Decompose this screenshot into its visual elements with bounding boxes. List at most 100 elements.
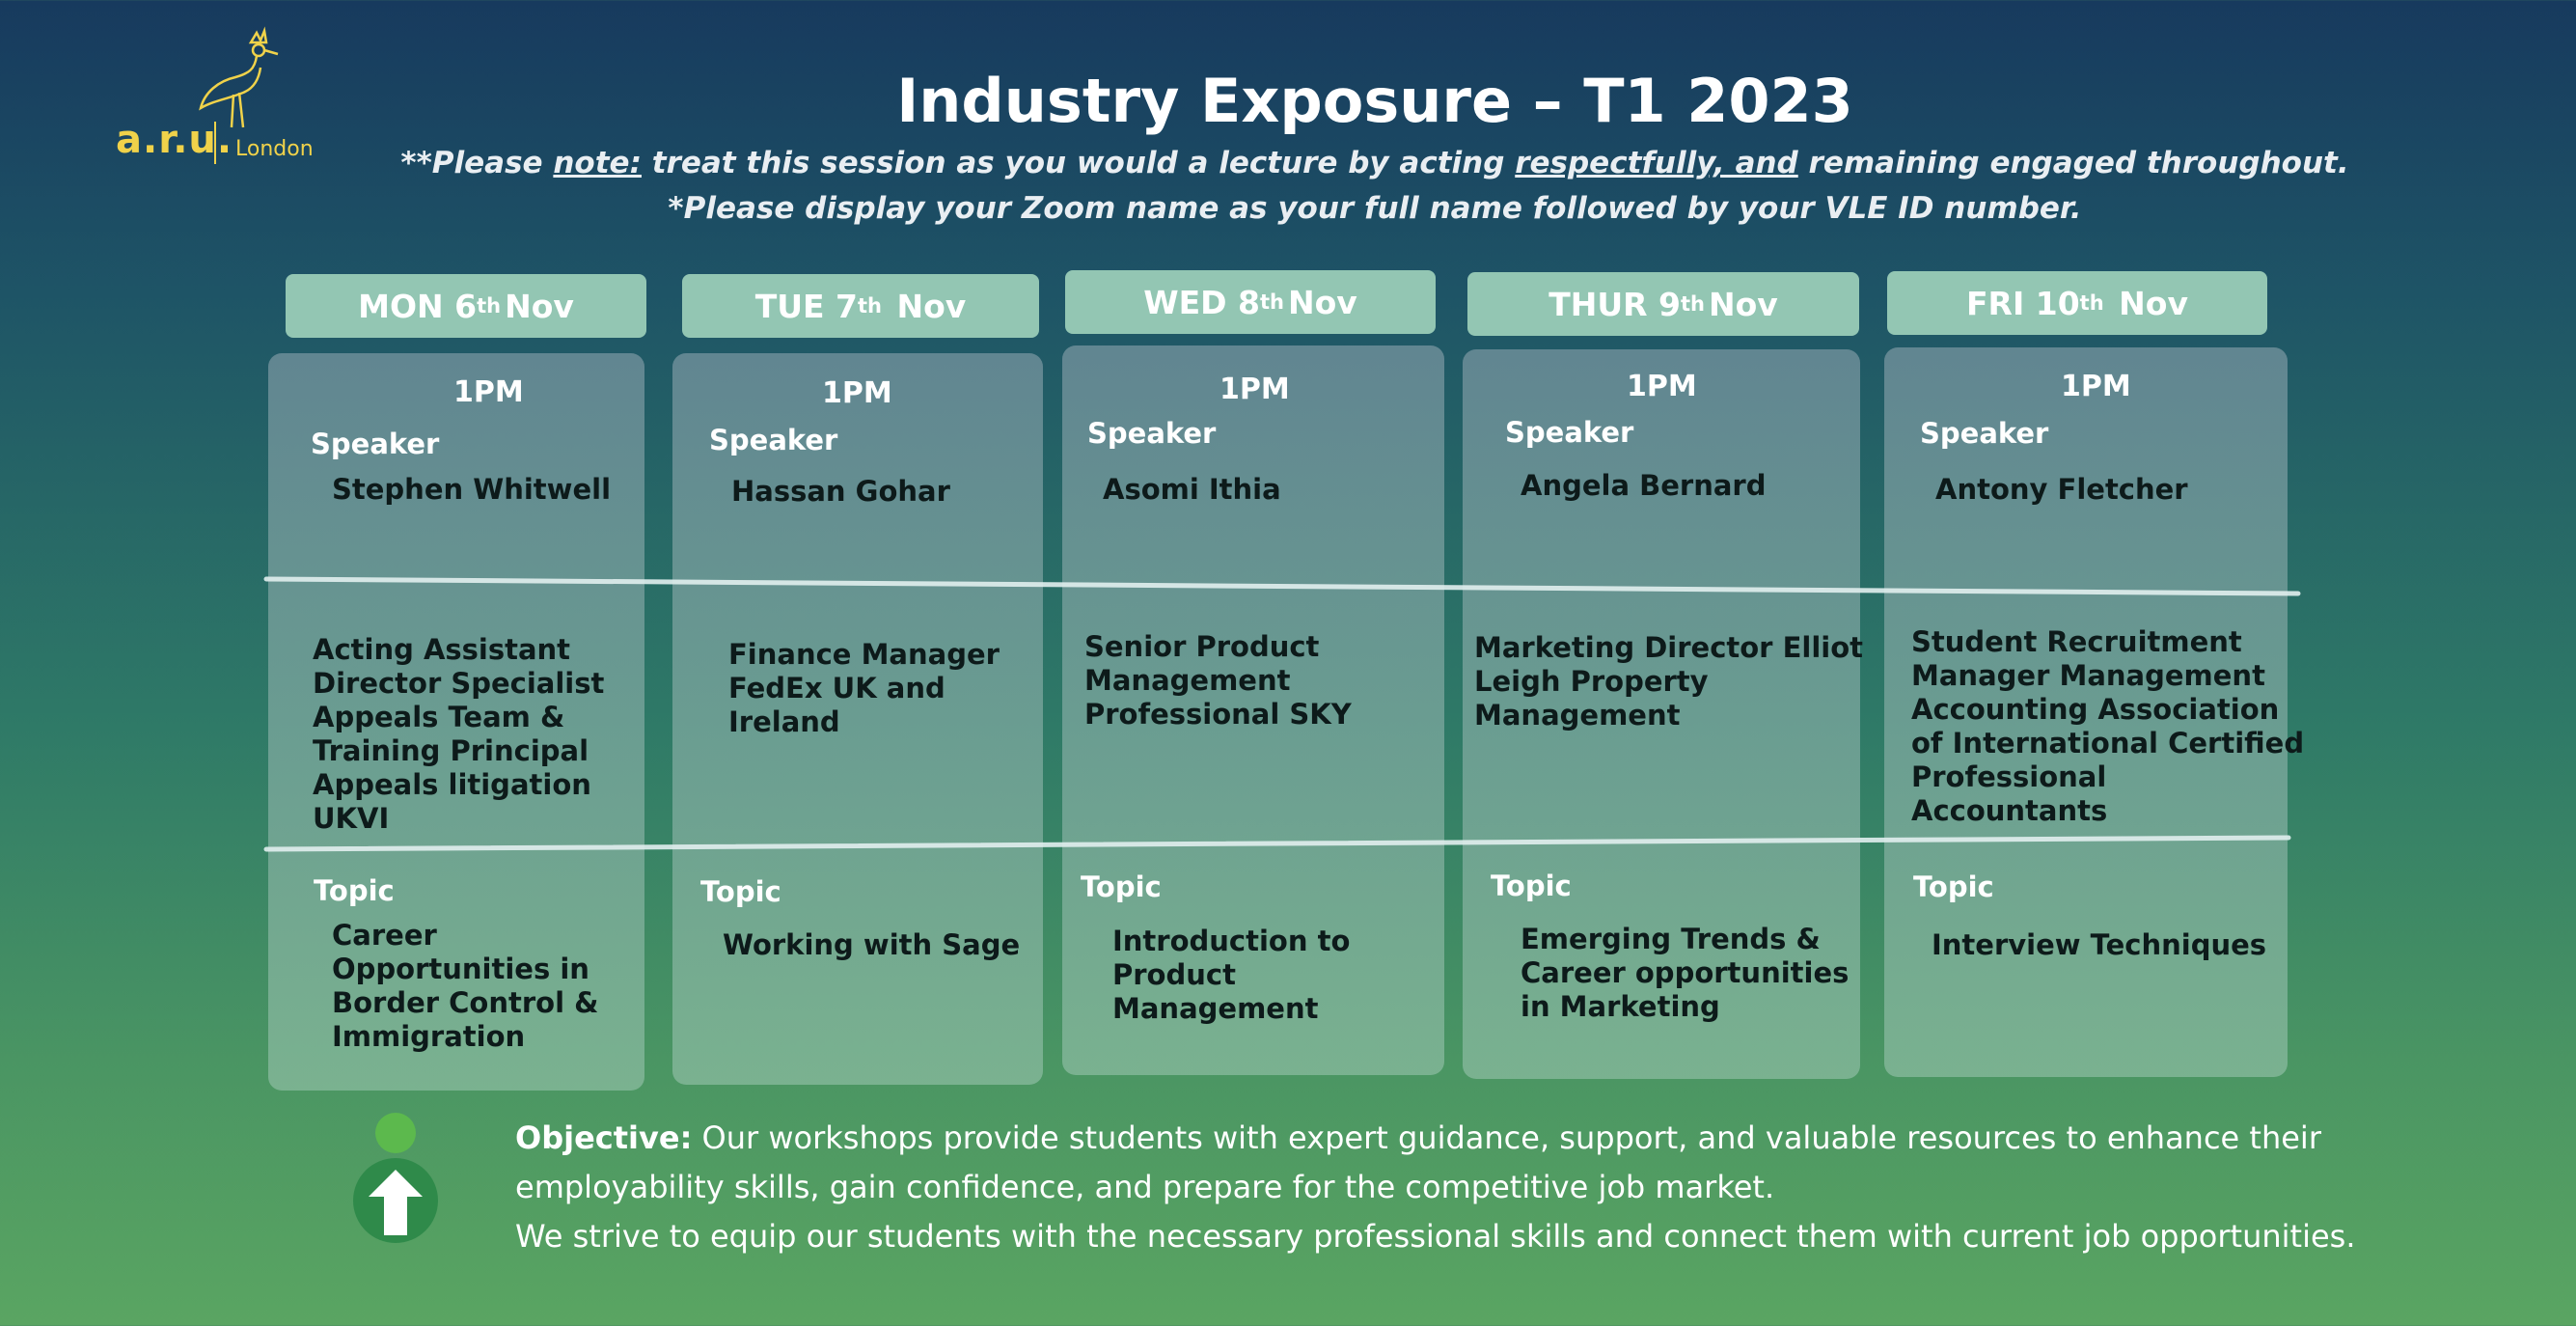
- speaker-label: Speaker: [1087, 417, 1217, 450]
- day-suffix: th: [1259, 290, 1284, 314]
- speaker-name: Antony Fletcher: [1935, 473, 2188, 506]
- page-title: Industry Exposure – T1 2023: [896, 66, 1853, 136]
- topic-line: Career opportunities: [1521, 956, 1850, 989]
- topic-line: Management: [1112, 992, 1319, 1025]
- topic-label: Topic: [314, 874, 395, 907]
- role-line: Accountants: [1911, 794, 2108, 827]
- speaker-label: Speaker: [311, 428, 440, 460]
- topic-label: Topic: [1491, 870, 1572, 902]
- topic-text: Introduction to Product Management: [1112, 925, 1350, 1026]
- role-line: Marketing Director Elliot: [1474, 631, 1863, 664]
- objective-body: Our workshops provide students with expe…: [515, 1119, 2321, 1205]
- session-time: 1PM: [2061, 370, 2131, 403]
- speaker-name: Hassan Gohar: [731, 475, 950, 508]
- role-line: Appeals Team &: [313, 701, 565, 733]
- role-line: Senior Product: [1084, 630, 1320, 663]
- objective-line2: We strive to equip our students with the…: [515, 1218, 2356, 1255]
- topic-line: Career: [332, 919, 437, 952]
- logo-divider: [214, 122, 216, 164]
- day-month: Nov: [1287, 283, 1357, 321]
- note-prefix: **Please: [400, 146, 554, 180]
- day-suffix: th: [858, 294, 882, 318]
- topic-line: Emerging Trends &: [1521, 923, 1821, 955]
- note-mid: treat this session as you would a lectur…: [641, 146, 1516, 180]
- topic-line: Product: [1112, 958, 1236, 991]
- speaker-label: Speaker: [1505, 416, 1634, 449]
- speaker-role: Senior Product Management Professional S…: [1084, 630, 1352, 732]
- day-label: FRI 10: [1966, 284, 2080, 322]
- day-card-wed: [1062, 345, 1444, 1075]
- speaker-name: Angela Bernard: [1521, 469, 1767, 502]
- upward-arrow-icon: [353, 1113, 438, 1243]
- day-card-mon: [268, 353, 644, 1091]
- speaker-role: Marketing Director Elliot Leigh Property…: [1474, 631, 1863, 732]
- speaker-role: Finance Manager FedEx UK and Ireland: [728, 638, 1000, 739]
- session-time: 1PM: [1627, 370, 1697, 403]
- divider-role-topic: [263, 835, 2291, 852]
- day-month: Nov: [1708, 285, 1778, 323]
- day-suffix: th: [477, 294, 502, 318]
- role-line: Director Specialist: [313, 667, 605, 700]
- speaker-role: Acting Assistant Director Specialist App…: [313, 633, 604, 836]
- topic-label: Topic: [700, 875, 781, 908]
- objective-label: Objective:: [515, 1119, 693, 1156]
- topic-line: Interview Techniques: [1932, 928, 2267, 961]
- topic-line: Working with Sage: [723, 928, 1021, 961]
- role-line: Finance Manager: [728, 638, 1000, 671]
- role-line: Training Principal: [313, 734, 589, 767]
- aru-logo: a.r.u. London: [108, 25, 320, 170]
- divider-speaker-role: [263, 576, 2301, 596]
- topic-text: Career Opportunities in Border Control &…: [332, 919, 598, 1054]
- topic-text: Working with Sage: [723, 928, 1020, 962]
- session-time: 1PM: [1219, 373, 1290, 406]
- objective-paragraph: Objective: Our workshops provide student…: [515, 1114, 2445, 1212]
- day-card-thur: [1463, 349, 1860, 1079]
- heron-icon: [199, 26, 279, 128]
- speaker-name: Asomi Ithia: [1103, 473, 1281, 506]
- topic-text: Emerging Trends & Career opportunities i…: [1521, 923, 1849, 1024]
- session-note: **Please note: treat this session as you…: [0, 146, 2576, 180]
- zoom-note: *Please display your Zoom name as your f…: [668, 191, 2082, 226]
- topic-line: in Marketing: [1521, 990, 1720, 1023]
- note-suffix: remaining engaged throughout.: [1797, 146, 2349, 180]
- day-month: Nov: [2119, 284, 2188, 322]
- role-line: Management: [1474, 699, 1681, 732]
- role-line: FedEx UK and: [728, 672, 945, 704]
- day-label: MON 6: [358, 287, 478, 325]
- day-label: TUE 7: [754, 287, 858, 325]
- role-line: of International Certified: [1911, 727, 2305, 760]
- day-suffix: th: [1680, 292, 1705, 316]
- day-label: WED 8: [1143, 283, 1260, 321]
- topic-text: Interview Techniques: [1932, 928, 2266, 962]
- role-line: Ireland: [728, 705, 840, 738]
- topic-line: Opportunities in: [332, 953, 589, 985]
- role-line: Manager Management: [1911, 659, 2265, 692]
- logo-text: a.r.u.: [116, 118, 233, 162]
- day-card-tue: [672, 353, 1043, 1085]
- note-label: note:: [553, 146, 642, 180]
- topic-line: Border Control &: [332, 986, 599, 1019]
- speaker-label: Speaker: [709, 424, 838, 456]
- topic-label: Topic: [1913, 870, 1994, 903]
- logo-city: London: [235, 137, 314, 161]
- day-month: Nov: [896, 287, 967, 325]
- role-line: UKVI: [313, 802, 390, 835]
- role-line: Appeals litigation: [313, 768, 591, 801]
- role-line: Acting Assistant: [313, 633, 571, 666]
- topic-line: Immigration: [332, 1020, 526, 1053]
- role-line: Professional: [1911, 760, 2107, 793]
- role-line: Leigh Property: [1474, 665, 1709, 698]
- speaker-name: Stephen Whitwell: [332, 473, 612, 506]
- topic-line: Introduction to: [1112, 925, 1351, 957]
- note-respect: respectfully, and: [1515, 146, 1798, 180]
- role-line: Professional SKY: [1084, 698, 1352, 731]
- objective-text: Objective: Our workshops provide student…: [515, 1114, 2445, 1261]
- day-card-fri: [1884, 347, 2288, 1077]
- day-suffix: th: [2079, 291, 2104, 315]
- session-time: 1PM: [453, 375, 524, 409]
